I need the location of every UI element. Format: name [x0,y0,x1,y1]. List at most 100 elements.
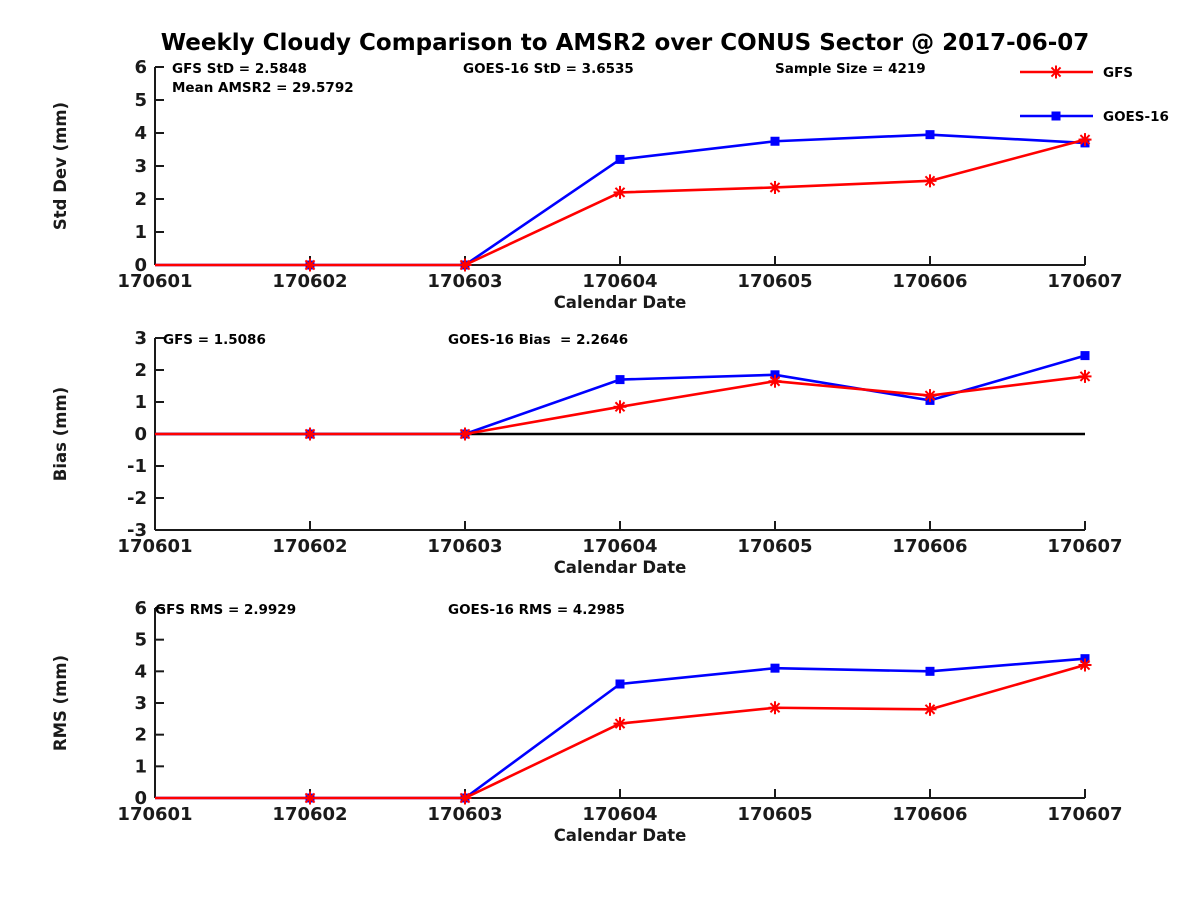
gfs-asterisk-marker [613,717,627,731]
x-tick-label: 170607 [1047,536,1122,557]
gfs-asterisk-marker [768,701,782,715]
goes-16-square-marker [615,679,625,689]
y-axis-label: Bias (mm) [51,387,70,481]
y-tick-label: 5 [134,90,147,111]
y-tick-label: -3 [127,520,147,541]
y-tick-label: 1 [134,756,147,777]
gfs-asterisk-marker [613,185,627,199]
gfs-asterisk-marker [458,258,472,272]
plot-rms: 0 1 2 3 4 5 6 170601 170602 170603 170604 170605 170… [51,598,1123,845]
goes-16-square-marker [615,375,625,385]
x-axis-label: Calendar Date [554,826,687,845]
x-tick-label: 170605 [737,804,812,825]
gfs-asterisk-marker [768,180,782,194]
legend-entry-goes-16: GOES-16 [1020,109,1169,125]
stat-annotation: GFS = 1.5086 [163,332,266,348]
y-tick-label: 6 [134,598,147,619]
x-axis-label: Calendar Date [554,293,687,312]
stat-annotation: GFS RMS = 2.9929 [155,602,296,618]
x-tick-label: 170606 [892,804,967,825]
x-tick-label: 170601 [117,804,192,825]
gfs-asterisk-marker [613,400,627,414]
series-gfs [155,658,1092,805]
series-goes-16 [155,130,1090,270]
y-tick-label: -2 [127,488,147,509]
y-tick-label: 2 [134,360,147,381]
legend: GFS GOES-16 [1020,65,1169,125]
series-gfs [155,133,1092,272]
legend-entry-gfs: GFS [1020,65,1133,81]
y-tick-label: 4 [134,661,147,682]
y-axis-label: Std Dev (mm) [51,102,70,230]
x-tick-label: 170602 [272,271,347,292]
x-axis-label: Calendar Date [554,558,687,577]
y-tick-label: 0 [134,788,147,809]
y-tick-label: 3 [134,328,147,349]
gfs-asterisk-marker [1078,369,1092,383]
stat-annotation: GOES-16 Bias = 2.2646 [448,332,628,348]
x-tick-label: 170601 [117,271,192,292]
stat-annotation: Sample Size = 4219 [775,61,926,77]
y-tick-label: 0 [134,255,147,276]
y-tick-label: 5 [134,630,147,651]
x-tick-label: 170605 [737,271,812,292]
stat-annotation: Mean AMSR2 = 29.5792 [172,80,354,96]
gfs-asterisk-marker [303,791,317,805]
legend-label: GFS [1103,65,1133,81]
gfs-asterisk-marker [303,258,317,272]
x-tick-label: 170606 [892,271,967,292]
series-gfs [155,369,1092,441]
x-tick-label: 170603 [427,804,502,825]
y-tick-label: 0 [134,424,147,445]
goes-16-square-marker [770,663,780,673]
gfs-asterisk-marker [1078,133,1092,147]
goes-16-square-marker [615,154,625,164]
legend-label: GOES-16 [1103,109,1169,125]
x-tick-label: 170605 [737,536,812,557]
y-tick-label: 1 [134,222,147,243]
gfs-asterisk-marker [923,174,937,188]
y-tick-label: -1 [127,456,147,477]
x-tick-label: 170604 [582,271,657,292]
y-tick-label: 6 [134,57,147,78]
y-axis-label: RMS (mm) [51,655,70,751]
goes-16-square-marker [925,666,935,676]
gfs-asterisk-marker [923,702,937,716]
stat-annotation: GOES-16 StD = 3.6535 [463,61,634,77]
x-tick-label: 170604 [582,536,657,557]
series-goes-16 [155,351,1090,439]
goes-16-square-marker [1080,351,1090,361]
y-tick-label: 2 [134,189,147,210]
x-tick-label: 170603 [427,536,502,557]
goes-16-square-marker [1051,111,1061,121]
goes-16-line [155,133,1086,267]
gfs-asterisk-marker [1049,65,1063,79]
y-tick-label: 4 [134,123,147,144]
x-tick-label: 170602 [272,536,347,557]
plot-std-dev: 0 1 2 3 4 5 6 170601 170602 170603 170604 170605 170… [51,57,1123,312]
x-tick-label: 170603 [427,271,502,292]
y-tick-label: 1 [134,392,147,413]
gfs-asterisk-marker [303,427,317,441]
x-tick-label: 170604 [582,804,657,825]
x-tick-label: 170606 [892,536,967,557]
gfs-asterisk-marker [768,374,782,388]
gfs-asterisk-marker [923,389,937,403]
gfs-asterisk-marker [1078,658,1092,672]
goes-16-square-marker [925,130,935,140]
y-tick-label: 2 [134,725,147,746]
gfs-asterisk-marker [458,427,472,441]
plot-bias: -3 -2 -1 0 1 2 3 170601 170602 170603 170604 170605… [51,328,1123,577]
goes-16-square-marker [770,136,780,146]
x-tick-label: 170602 [272,804,347,825]
figure-title: Weekly Cloudy Comparison to AMSR2 over C… [160,30,1090,56]
stat-annotation: GOES-16 RMS = 4.2985 [448,602,625,618]
x-tick-label: 170607 [1047,271,1122,292]
series-goes-16 [155,654,1090,803]
y-tick-label: 3 [134,693,147,714]
gfs-asterisk-marker [458,791,472,805]
x-tick-label: 170601 [117,536,192,557]
x-tick-label: 170607 [1047,804,1122,825]
